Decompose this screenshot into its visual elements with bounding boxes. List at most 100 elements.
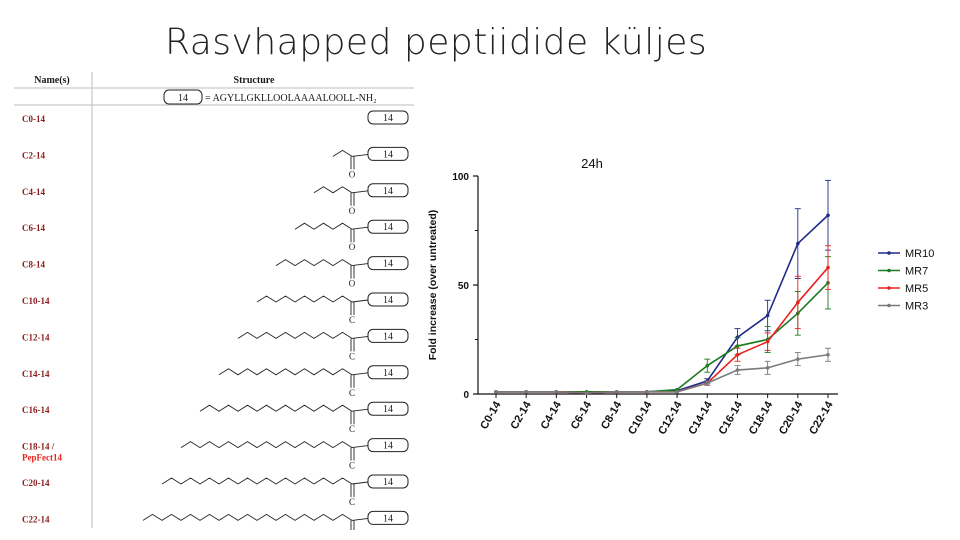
alkyl-chain [313, 186, 353, 194]
series-line [496, 353, 829, 394]
line-chart: 24h 0 50 100 Fold increase (over untreated) C… [427, 156, 934, 437]
peptide-box-label: 14 [383, 404, 393, 415]
legend-label: MR3 [905, 301, 928, 313]
structure-row: C18-14 /PepFect14 14 C [22, 438, 409, 471]
legend-label: MR5 [905, 283, 928, 295]
x-tick-label: C22-14 [807, 399, 836, 437]
peptide-box-label: 14 [383, 368, 393, 379]
legend-label: MR7 [905, 266, 928, 278]
structure-row: C8-14 14 O [22, 256, 409, 289]
chart-title: 24h [581, 156, 603, 171]
peptide-box-label: 14 [383, 295, 393, 306]
data-point [796, 241, 800, 246]
structure-row: C6-14 14 O [22, 219, 409, 252]
carbonyl-atom: O [349, 206, 356, 216]
data-point [765, 339, 770, 344]
bond [351, 445, 369, 449]
series-mr5 [494, 245, 831, 395]
x-tick-label: C20-14 [777, 399, 806, 437]
alkyl-chain [275, 259, 353, 267]
peptide-box [367, 292, 409, 307]
data-point [826, 352, 830, 357]
structure-row: C2-14 14 O [22, 146, 409, 179]
x-tick-label: C18-14 [747, 399, 776, 437]
structure-row: C10-14 14 C [22, 292, 409, 325]
y-tick-label: 50 [458, 281, 470, 292]
data-point [735, 368, 740, 372]
structure-row: C4-14 14 O [22, 183, 409, 216]
bond [351, 190, 369, 194]
data-point [765, 366, 770, 370]
y-tick-label: 100 [452, 172, 469, 183]
row-name: C6-14 [22, 223, 45, 233]
bond [351, 263, 369, 267]
data-point [826, 265, 830, 270]
data-point [796, 357, 800, 361]
legend-entry: MR5 [878, 283, 928, 295]
carbonyl-atom: C [349, 497, 355, 507]
data-point [735, 344, 740, 348]
data-point [765, 313, 770, 318]
structure-table-drawing: Name(s) Structure 14 = AGYLLGKLLOOLAAAALOOL… [14, 72, 414, 530]
structure-row: C20-14 14 C [22, 474, 409, 507]
peptide-box-label: 14 [383, 222, 393, 233]
series-mr3 [494, 347, 831, 395]
x-tick-label: C8-14 [599, 399, 625, 432]
peptide-box [367, 438, 409, 453]
x-tick-label: C14-14 [686, 399, 715, 437]
legend-marker [887, 303, 891, 308]
data-point [735, 352, 740, 357]
x-tick-label: C4-14 [539, 399, 565, 432]
peptide-box-label: 14 [383, 186, 393, 197]
legend-marker [887, 286, 891, 290]
data-point [705, 381, 710, 385]
row-name: C16-14 [22, 405, 50, 415]
row-name-highlight: PepFect14 [22, 453, 62, 463]
data-point [554, 390, 559, 394]
peptide-box [367, 365, 409, 380]
data-point [584, 391, 589, 395]
data-point [675, 390, 679, 394]
peptide-box [367, 183, 409, 198]
data-point [494, 390, 498, 394]
structure-row: C0-14 14 [22, 110, 409, 125]
bond [351, 226, 369, 230]
row-name: C12-14 [22, 332, 50, 342]
legend-entry: MR7 [878, 266, 928, 278]
x-tick-label: C16-14 [717, 399, 746, 437]
bond [351, 481, 369, 485]
structure-table: Name(s) Structure 14 = AGYLLGKLLOOLAAAALOOL… [14, 70, 414, 530]
slide-title: Rasvhapped peptiidide küljes [165, 22, 708, 63]
bond [351, 408, 369, 412]
peptide-box-label: 14 [383, 331, 393, 342]
data-point [826, 213, 830, 218]
data-point [796, 300, 800, 305]
bond [351, 372, 369, 376]
alkyl-chain [180, 441, 353, 449]
row-name: C18-14 / [22, 442, 55, 452]
carbonyl-atom: C [349, 351, 355, 361]
bond [351, 335, 369, 339]
carbonyl-atom: O [349, 279, 356, 289]
alkyl-chain [294, 222, 353, 230]
legend-entry: MR3 [878, 301, 928, 313]
peptide-box [367, 110, 409, 125]
row-name: C10-14 [22, 296, 50, 306]
data-point [645, 390, 649, 394]
header-name: Name(s) [34, 75, 70, 86]
alkyl-chain [332, 149, 353, 157]
data-point [524, 390, 528, 394]
x-tick-label: C12-14 [656, 399, 685, 437]
alkyl-chain [199, 404, 353, 412]
x-tick-label: C0-14 [478, 399, 504, 432]
bond [351, 517, 369, 521]
row-name: C2-14 [22, 150, 45, 160]
peptide-box [367, 401, 409, 416]
peptide-box [163, 89, 203, 105]
row-name: C0-14 [22, 114, 45, 124]
data-point [705, 363, 710, 368]
series-line [496, 282, 829, 393]
x-tick-label: C2-14 [508, 399, 534, 432]
peptide-box-label: 14 [383, 477, 393, 488]
peptide-box-label: 14 [383, 441, 393, 452]
